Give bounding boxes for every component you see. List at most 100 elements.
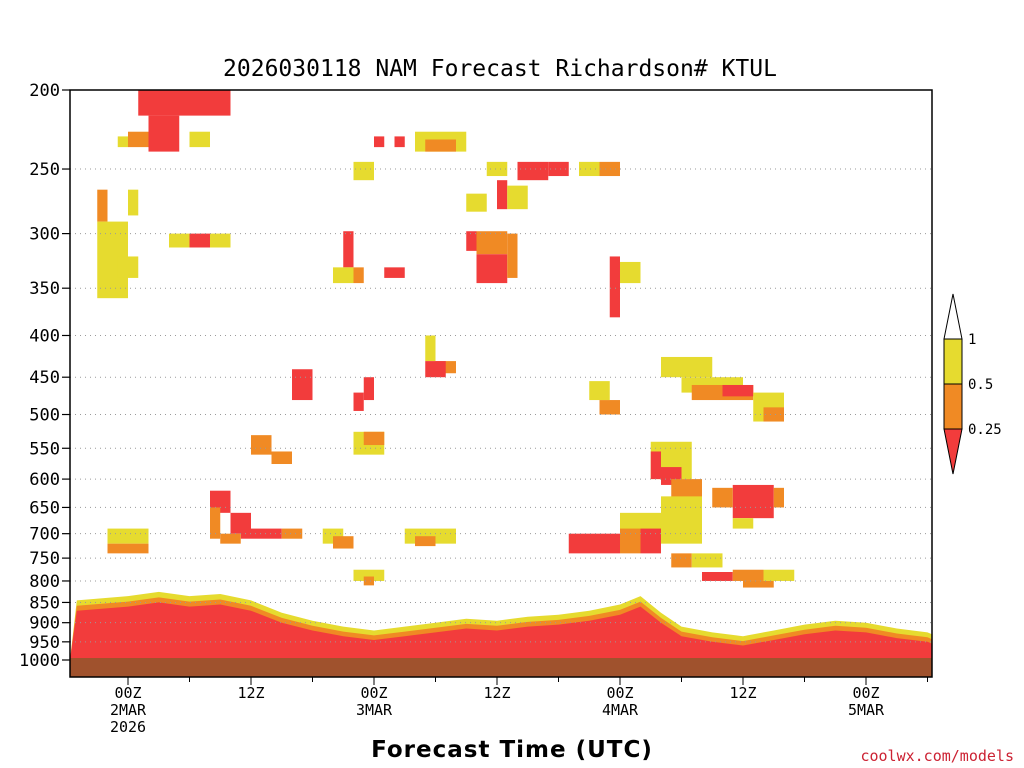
color-legend: 1 0.5 0.25 [943,293,1002,475]
ground-band [70,658,932,677]
y-tick-label-350: 350 [29,279,60,299]
ri-region-red [702,572,733,581]
ri-region-red [292,369,313,401]
plot-frame [69,89,933,678]
ri-region-red [476,254,508,284]
ri-region-orange [763,407,784,422]
ri-region-orange [210,507,221,539]
ri-region-red [363,377,374,401]
y-tick-label-250: 250 [29,160,60,180]
x-tick-label: 00Z [114,684,141,702]
legend-label-0-25: 0.25 [968,422,1002,438]
ri-region-red [353,392,364,411]
ri-region-yellow [210,233,231,248]
y-tick-label-950: 950 [29,633,60,653]
ri-region-orange [425,139,456,152]
ri-region-yellow [117,136,128,148]
x-tick-label: 5MAR [848,701,885,719]
ri-region-yellow [507,185,528,210]
credit-text: coolwx.com/models [860,747,1014,765]
ri-region-orange [712,487,733,508]
ri-region-orange [599,161,620,177]
x-tick-label: 2MAR [110,701,147,719]
ri-region-orange [333,536,354,549]
ri-region-yellow [353,161,374,181]
y-tick-label-700: 700 [29,525,60,545]
ri-region-yellow [486,161,508,177]
ri-region-yellow [579,161,600,177]
ri-region-orange [353,267,364,284]
ri-region-red [138,90,231,116]
ri-region-yellow [620,512,661,529]
ri-region-orange [507,233,518,278]
ri-region-red [568,533,620,554]
x-tick-label: 2026 [110,718,146,736]
ri-region-yellow [661,356,713,378]
ri-region-orange [363,431,385,446]
ri-region-orange [476,231,508,255]
legend-swatch-orange [943,383,963,430]
ri-region-red [384,267,405,278]
ri-region-orange [251,435,272,455]
ri-region-red [230,512,251,534]
ri-region-yellow [117,256,139,278]
ri-region-red [189,233,210,248]
y-tick-label-750: 750 [29,549,60,569]
x-axis-label: Forecast Time (UTC) [371,737,653,763]
ri-region-orange [773,487,784,508]
legend-label-1: 1 [968,332,976,348]
ri-region-orange [271,451,292,465]
y-tick-label-550: 550 [29,439,60,459]
ri-region-red [732,484,774,519]
legend-swatch-red [943,428,963,475]
ri-region-red [466,231,477,251]
x-tick-label: 12Z [237,684,264,702]
x-tick-label: 12Z [483,684,510,702]
richardson-cells [70,90,932,660]
y-tick-label-450: 450 [29,368,60,388]
ri-region-yellow [732,518,754,529]
plot-background [70,90,932,677]
ri-region-red [548,161,569,177]
y-tick-label-200: 200 [29,81,60,101]
plot-area [69,89,933,678]
x-tick-label: 00Z [360,684,387,702]
ri-region-orange [732,569,764,581]
y-tick-label-850: 850 [29,593,60,613]
ri-region-yellow [128,189,139,216]
y-tick-label-1000: 1000 [19,651,60,671]
ri-region-red [640,523,661,554]
ri-region-yellow [353,569,385,581]
ri-region-red [650,451,661,480]
ri-region-yellow [425,335,436,362]
ri-region-yellow [763,569,795,581]
y-tick-label-800: 800 [29,572,60,592]
y-tick-label-650: 650 [29,498,60,518]
y-tick-label-900: 900 [29,614,60,634]
ri-region-orange [281,528,303,539]
x-tick-label: 4MAR [602,701,639,719]
ri-region-yellow [589,381,610,401]
ri-region-red [609,256,620,318]
ri-region-yellow [466,193,487,212]
ri-region-yellow [189,131,210,148]
ri-region-yellow [107,528,149,544]
ri-region-red [722,384,754,397]
ri-region-red [497,180,508,210]
ri-region-yellow [661,496,702,544]
ri-region-yellow [333,267,354,284]
ri-region-orange [415,536,436,547]
y-tick-label-500: 500 [29,406,60,426]
x-tick-label: 12Z [729,684,756,702]
ri-region-orange [107,543,149,554]
ri-region-red [425,361,446,378]
legend-swatch-yellow [943,338,963,385]
boundary-layer-low-ri [70,602,932,660]
y-tick-label-400: 400 [29,326,60,346]
y-tick-label-300: 300 [29,225,60,245]
ri-region-orange [620,523,641,554]
ri-region-red [148,115,180,152]
ri-region-red [394,136,405,148]
ri-region-orange [97,189,108,222]
